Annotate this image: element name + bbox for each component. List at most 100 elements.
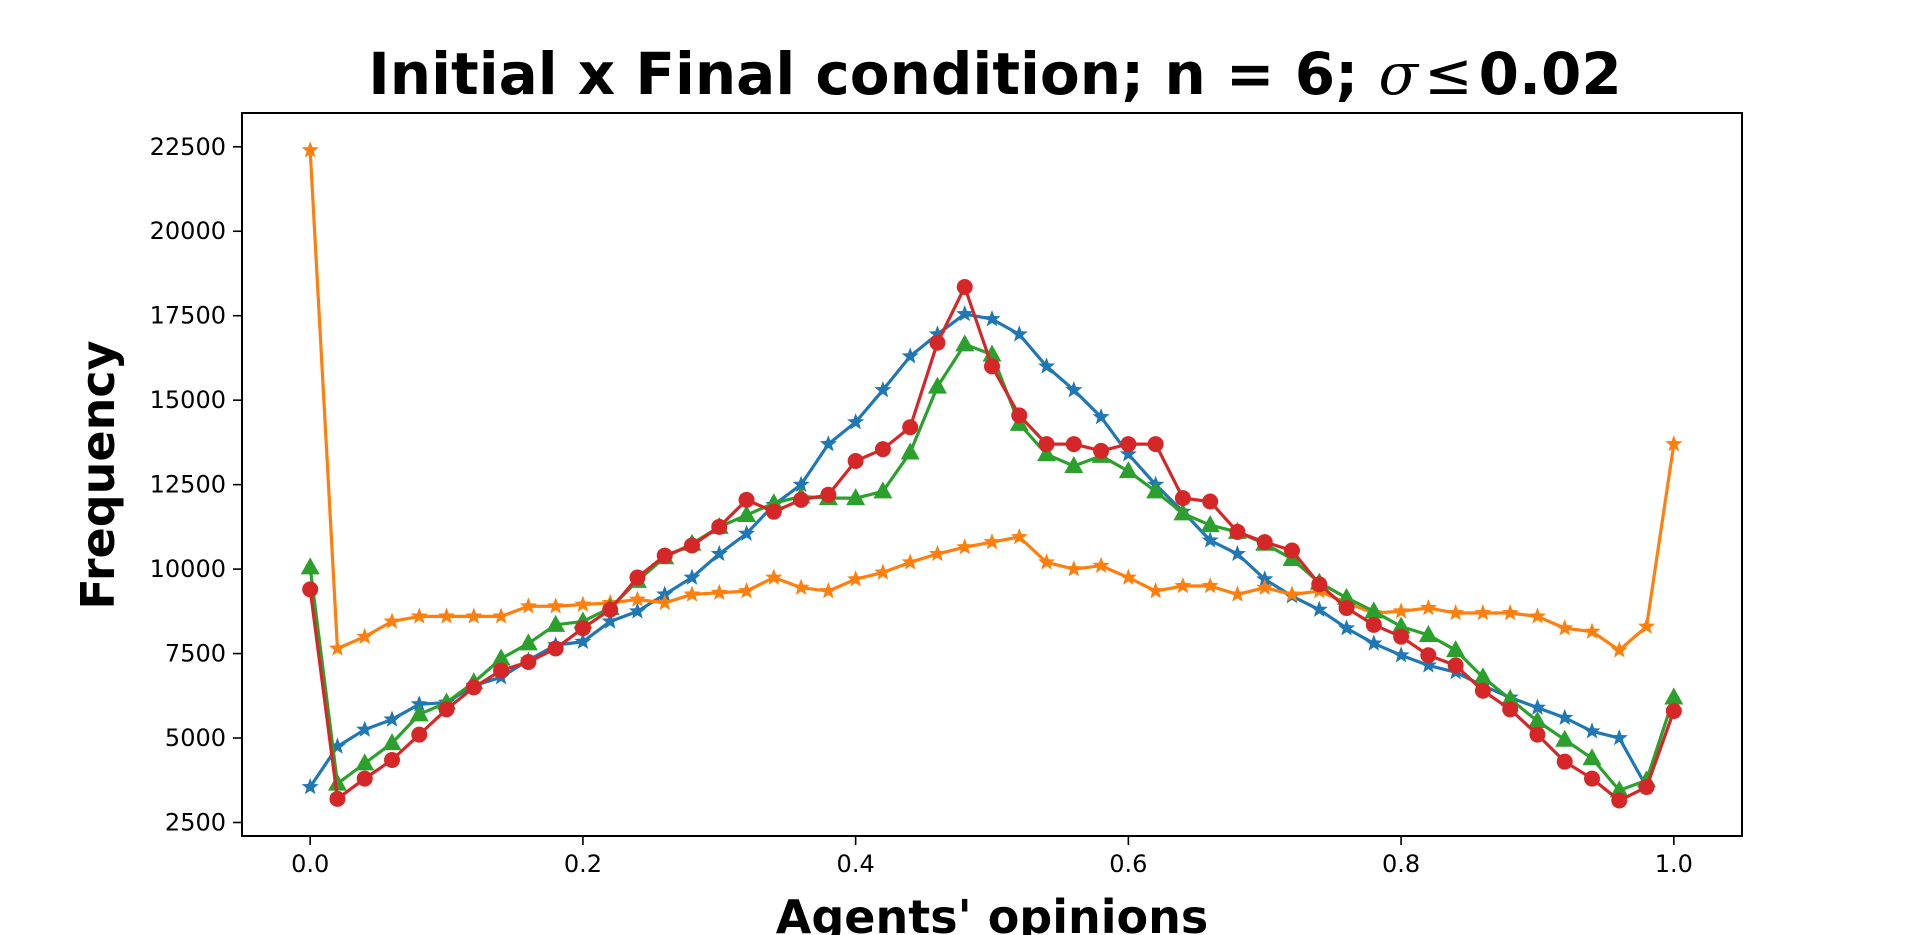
data-point bbox=[1011, 407, 1028, 424]
data-point bbox=[956, 305, 974, 322]
y-axis-label: Frequency bbox=[71, 340, 125, 609]
data-point bbox=[601, 612, 619, 629]
data-point bbox=[300, 557, 320, 575]
data-point bbox=[1228, 544, 1247, 562]
data-point bbox=[1256, 578, 1274, 595]
data-point bbox=[983, 533, 1001, 550]
axis-ticks: 0.0 0.2 0.4 0.6 0.8 1.0 2500 5000 7500 10000 12500… bbox=[150, 133, 1693, 878]
data-point bbox=[356, 770, 373, 787]
data-point bbox=[546, 614, 566, 632]
data-point bbox=[656, 585, 674, 602]
data-point bbox=[1664, 687, 1684, 705]
data-point bbox=[684, 537, 700, 554]
data-point bbox=[1093, 442, 1110, 459]
data-point bbox=[520, 654, 537, 671]
data-point bbox=[1637, 617, 1656, 634]
data-point bbox=[1092, 556, 1110, 573]
data-point bbox=[465, 679, 482, 696]
data-point bbox=[1474, 604, 1492, 621]
data-point bbox=[301, 141, 319, 158]
data-point bbox=[1419, 598, 1437, 616]
data-point bbox=[1337, 619, 1356, 636]
data-point bbox=[491, 648, 511, 666]
data-point bbox=[1418, 624, 1438, 642]
data-point bbox=[1173, 503, 1193, 521]
data-point bbox=[382, 733, 402, 751]
plot-frame bbox=[241, 112, 1743, 837]
data-point bbox=[683, 568, 701, 585]
data-point bbox=[438, 701, 455, 718]
data-point bbox=[1393, 628, 1410, 645]
data-point bbox=[847, 452, 864, 469]
data-point bbox=[656, 547, 673, 564]
data-point bbox=[793, 491, 810, 508]
data-point bbox=[465, 607, 483, 624]
data-point bbox=[1419, 656, 1437, 673]
data-point bbox=[1583, 722, 1601, 739]
data-point bbox=[1119, 445, 1137, 462]
y-tick-label: 5000 bbox=[165, 724, 226, 752]
x-tick-label: 0.8 bbox=[1382, 850, 1420, 878]
chart-title-le: ≤ bbox=[1424, 40, 1473, 108]
data-point bbox=[327, 773, 347, 791]
data-point bbox=[1201, 576, 1219, 594]
series-4 bbox=[302, 278, 1682, 809]
data-point bbox=[1392, 602, 1410, 619]
data-point bbox=[356, 720, 374, 737]
x-tick-label: 0.0 bbox=[291, 850, 329, 878]
series-1 bbox=[301, 305, 1683, 795]
data-point bbox=[847, 570, 865, 587]
y-tick-label: 2500 bbox=[165, 808, 226, 836]
data-point bbox=[1474, 682, 1491, 699]
data-point bbox=[1500, 689, 1520, 707]
y-tick-label: 10000 bbox=[150, 555, 226, 583]
data-point bbox=[1037, 444, 1057, 462]
data-point bbox=[710, 544, 728, 562]
data-point bbox=[383, 612, 401, 629]
data-point bbox=[409, 704, 429, 722]
y-tick-label: 22500 bbox=[150, 133, 226, 161]
data-point bbox=[1065, 560, 1083, 577]
data-point bbox=[1447, 604, 1465, 621]
data-point bbox=[737, 582, 756, 599]
data-point bbox=[1501, 604, 1519, 621]
data-point bbox=[1338, 599, 1355, 616]
data-point bbox=[1420, 647, 1437, 664]
data-point bbox=[1583, 622, 1601, 639]
y-tick-label: 15000 bbox=[150, 386, 226, 414]
x-tick-label: 0.2 bbox=[564, 850, 602, 878]
data-point bbox=[901, 347, 919, 364]
data-point bbox=[819, 582, 837, 599]
data-point bbox=[574, 595, 592, 612]
data-point bbox=[1147, 436, 1164, 453]
data-point bbox=[928, 325, 947, 342]
data-point bbox=[1120, 436, 1137, 453]
data-point bbox=[792, 475, 810, 492]
data-point bbox=[1038, 436, 1055, 453]
data-point bbox=[1447, 657, 1464, 674]
data-point bbox=[819, 435, 837, 452]
data-point bbox=[1502, 701, 1519, 718]
data-point bbox=[1610, 641, 1628, 658]
data-point bbox=[929, 334, 946, 351]
data-point bbox=[410, 695, 428, 712]
data-point bbox=[547, 640, 564, 657]
data-point bbox=[846, 488, 866, 506]
y-tick-label: 12500 bbox=[150, 471, 226, 499]
data-point bbox=[1446, 640, 1466, 658]
series-line bbox=[308, 342, 1676, 792]
data-point bbox=[383, 710, 401, 727]
data-point bbox=[1665, 435, 1683, 452]
data-point bbox=[1311, 576, 1328, 593]
data-point bbox=[410, 607, 428, 624]
data-point bbox=[1065, 436, 1082, 453]
data-point bbox=[302, 581, 319, 598]
y-tick-label: 17500 bbox=[150, 302, 226, 330]
data-point bbox=[629, 569, 646, 586]
data-point bbox=[738, 491, 755, 508]
data-point bbox=[1147, 582, 1165, 599]
x-tick-label: 0.6 bbox=[1109, 850, 1147, 878]
data-point bbox=[1146, 481, 1166, 499]
data-point bbox=[1229, 523, 1246, 540]
